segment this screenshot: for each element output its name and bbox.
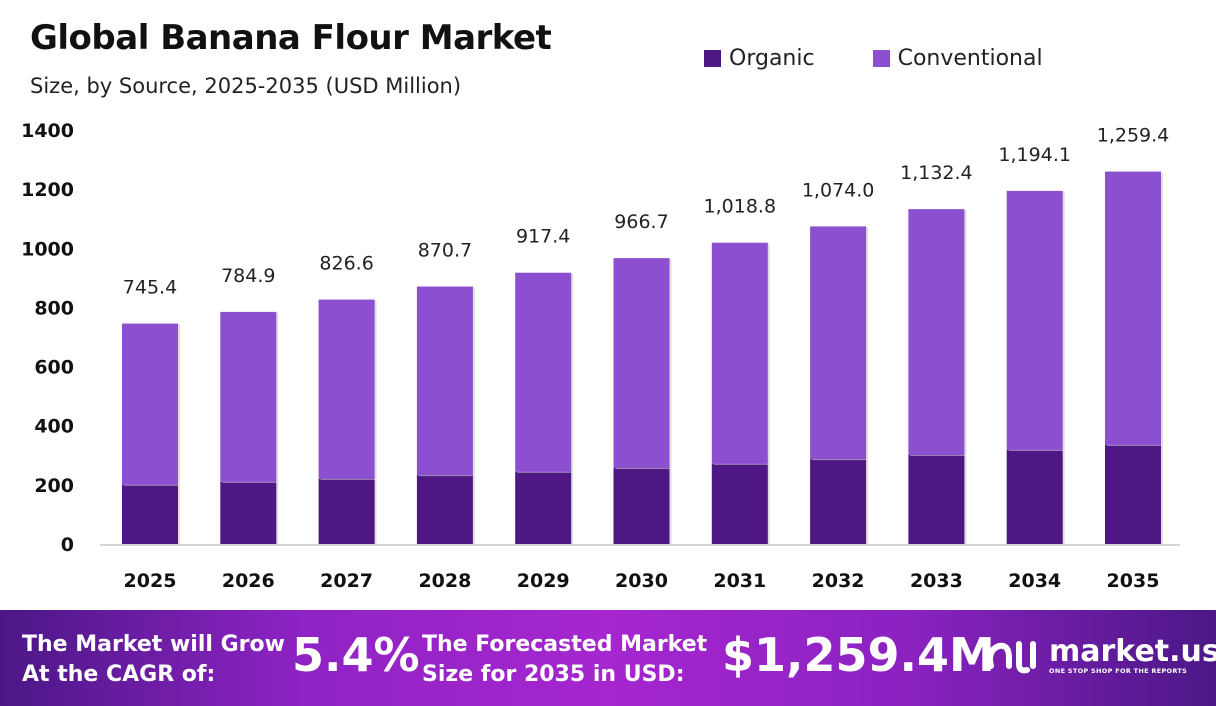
market-us-logo: market.us ONE STOP SHOP FOR THE REPORTS xyxy=(985,636,1216,676)
x-tick-label: 2029 xyxy=(517,570,570,592)
logo-tagline: ONE STOP SHOP FOR THE REPORTS xyxy=(1049,667,1188,675)
y-tick-label: 800 xyxy=(34,297,74,319)
bar-conventional-2035 xyxy=(1105,171,1161,445)
y-tick-label: 400 xyxy=(34,416,74,438)
bar-organic-2029 xyxy=(515,471,572,544)
bar-organic-2027 xyxy=(318,478,375,544)
forecast-label-line: Size for 2035 in USD: xyxy=(422,662,685,687)
x-tick-label: 2033 xyxy=(910,570,963,592)
bar-organic-2035 xyxy=(1105,444,1161,544)
total-label: 826.6 xyxy=(319,253,373,275)
y-tick-label: 1000 xyxy=(21,238,74,260)
bar-conventional-2025 xyxy=(122,323,178,485)
bar-organic-2030 xyxy=(613,468,670,544)
bar-conventional-2033 xyxy=(908,209,965,455)
y-tick-label: 0 xyxy=(61,534,74,556)
total-label: 1,194.1 xyxy=(998,144,1071,166)
y-tick-label: 600 xyxy=(34,357,74,379)
bar-conventional-2034 xyxy=(1006,190,1063,450)
x-tick-label: 2034 xyxy=(1008,570,1061,592)
bar-conventional-2031 xyxy=(711,242,768,464)
y-tick-label: 1400 xyxy=(21,120,74,142)
legend-label: Organic xyxy=(729,46,815,71)
total-label: 917.4 xyxy=(516,226,570,248)
total-label: 966.7 xyxy=(614,211,668,233)
bar-conventional-2028 xyxy=(416,286,473,476)
logo-icon xyxy=(987,641,1036,674)
chart-subtitle: Size, by Source, 2025-2035 (USD Million) xyxy=(30,74,462,98)
bar-organic-2034 xyxy=(1006,449,1063,544)
bar-chart: 0 200 400 600 800 1000 1200 1400 745.4 2025 784.9 2… xyxy=(21,120,1180,592)
bar-conventional-2026 xyxy=(220,311,277,482)
legend-swatch xyxy=(872,50,890,67)
bar-organic-2033 xyxy=(908,454,965,544)
y-tick-label: 200 xyxy=(34,475,74,497)
total-label: 745.4 xyxy=(123,277,177,299)
x-tick-label: 2025 xyxy=(124,570,177,592)
y-tick-label: 1200 xyxy=(21,179,74,201)
cagr-label-line: The Market will Grow xyxy=(22,632,285,657)
x-tick-label: 2027 xyxy=(320,570,373,592)
bar-organic-2032 xyxy=(810,459,867,544)
forecast-label: The Forecasted Market Size for 2035 in US… xyxy=(422,630,707,690)
total-label: 1,259.4 xyxy=(1097,125,1170,147)
bar-conventional-2032 xyxy=(810,226,867,460)
total-label: 1,018.8 xyxy=(704,196,777,218)
bar-organic-2028 xyxy=(416,475,473,544)
x-tick-label: 2028 xyxy=(418,570,471,592)
footer-banner: The Market will Grow At the CAGR of: 5.4%… xyxy=(0,610,1216,706)
logo-name: market.us xyxy=(1049,634,1216,669)
total-label: 1,132.4 xyxy=(900,162,973,184)
x-tick-label: 2032 xyxy=(812,570,865,592)
bar-conventional-2030 xyxy=(613,258,670,469)
legend-swatch xyxy=(704,50,721,67)
bar-organic-2025 xyxy=(122,484,178,544)
cagr-label-line: At the CAGR of: xyxy=(22,662,216,687)
bar-organic-2026 xyxy=(220,481,277,544)
cagr-value: 5.4% xyxy=(292,628,420,682)
x-tick-label: 2026 xyxy=(222,570,275,592)
bar-conventional-2027 xyxy=(318,299,375,479)
cagr-label: The Market will Grow At the CAGR of: xyxy=(22,630,285,690)
forecast-label-line: The Forecasted Market xyxy=(422,632,708,657)
legend-item-conventional: Conventional xyxy=(872,46,1043,71)
total-label: 784.9 xyxy=(221,265,275,287)
chart-title: Global Banana Flour Market xyxy=(30,18,552,58)
x-tick-label: 2035 xyxy=(1107,570,1160,592)
legend-label: Conventional xyxy=(897,46,1043,71)
total-label: 1,074.0 xyxy=(802,179,875,201)
legend: Organic Conventional xyxy=(704,46,1043,71)
x-tick-label: 2031 xyxy=(713,570,766,592)
legend-item-organic: Organic xyxy=(704,46,815,71)
bar-organic-2031 xyxy=(711,463,768,544)
forecast-value: $1,259.4M xyxy=(722,628,995,682)
total-label: 870.7 xyxy=(418,240,472,262)
x-tick-label: 2030 xyxy=(615,570,668,592)
bar-conventional-2029 xyxy=(515,272,572,472)
